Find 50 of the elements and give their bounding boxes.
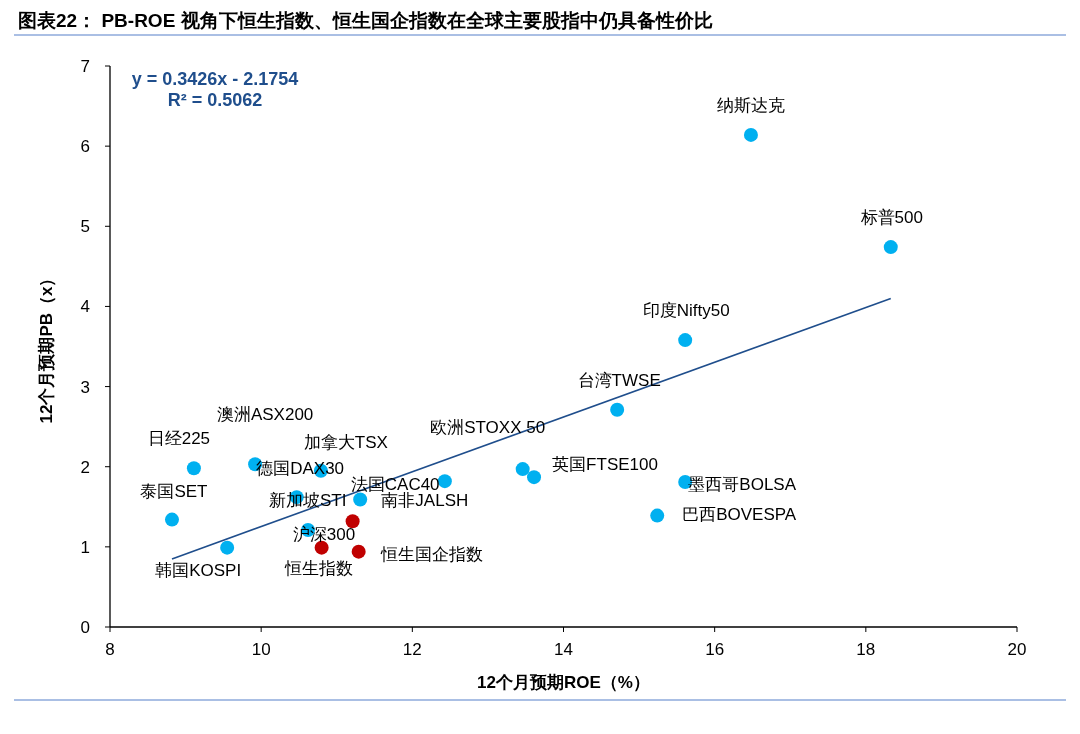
- y-tick-label: 3: [80, 377, 90, 397]
- annotation: 恒生国企指数: [379, 544, 483, 564]
- x-tick-label: 12: [402, 640, 422, 659]
- x-tick-label: 10: [251, 640, 271, 659]
- y-axis-title: 12个月预期PB（x）: [37, 269, 56, 424]
- x-tick-label: 8: [105, 640, 115, 659]
- point: [353, 492, 368, 507]
- annotation: y = 0.3426x - 2.1754: [131, 69, 299, 89]
- point: [743, 127, 758, 142]
- annotation: 纳斯达克: [716, 95, 785, 115]
- annotation: 加拿大TSX: [303, 432, 388, 452]
- x-tick-label: 16: [705, 640, 725, 659]
- point: [351, 544, 366, 559]
- annotation: 恒生指数: [283, 558, 353, 578]
- point: [678, 333, 693, 348]
- point: [220, 540, 235, 555]
- point: [164, 512, 179, 527]
- point: [610, 402, 625, 417]
- annotation: 英国FTSE100: [552, 455, 658, 475]
- point: [515, 462, 530, 477]
- annotation: 泰国SET: [140, 481, 208, 501]
- point: [883, 240, 898, 255]
- annotation: 印度Nifty50: [642, 301, 730, 321]
- point: [527, 470, 542, 485]
- annotation: 巴西BOVESPA: [682, 504, 797, 524]
- annotation: 标普500: [859, 208, 923, 228]
- chart-title: 图表22： PB-ROE 视角下恒生指数、恒生国企指数在全球主要股指中仍具备性价比: [18, 10, 713, 31]
- x-tick-label: 20: [1007, 640, 1027, 659]
- point: [437, 474, 452, 489]
- y-tick-label: 7: [80, 57, 90, 76]
- annotation: 日经225: [147, 429, 211, 449]
- y-tick-label: 1: [80, 537, 90, 557]
- point: [186, 461, 201, 476]
- annotation: 墨西哥BOLSA: [688, 474, 797, 494]
- annotation: 韩国KOSPI: [155, 560, 242, 580]
- annotation: 沪深300: [292, 525, 356, 545]
- x-axis-title: 12个月预期ROE（%）: [477, 673, 650, 692]
- x-tick-label: 18: [856, 640, 876, 659]
- y-tick-label: 6: [80, 137, 90, 157]
- annotation: 南非JALSH: [381, 491, 469, 511]
- y-tick-label: 0: [80, 618, 90, 637]
- y-tick-label: 4: [80, 297, 90, 317]
- point: [650, 508, 665, 523]
- x-tick-label: 14: [554, 640, 573, 659]
- y-tick-label: 5: [80, 217, 90, 237]
- y-tick-label: 2: [80, 457, 90, 477]
- annotation: 澳洲ASX200: [216, 405, 314, 425]
- point: [345, 514, 360, 529]
- annotation: 台湾TWSE: [577, 370, 661, 390]
- annotation: R² = 0.5062: [167, 90, 263, 110]
